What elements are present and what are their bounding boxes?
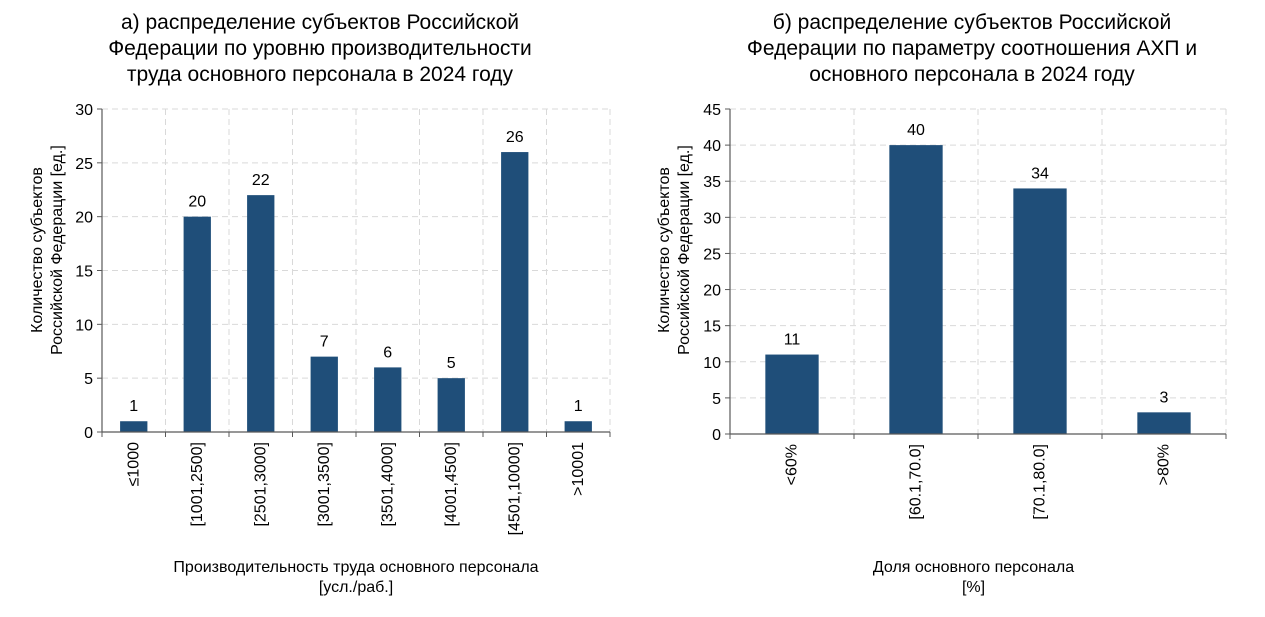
chart-b-bar bbox=[889, 145, 943, 434]
chart-b-y-tick-label: 30 bbox=[703, 210, 721, 227]
chart-b-y-tick-label: 40 bbox=[703, 138, 721, 155]
chart-b-data-label: 11 bbox=[784, 332, 801, 349]
chart-a-x-tick-label: [4501,10000] bbox=[506, 442, 523, 535]
chart-b-title-line: б) распределение субъектов Российской bbox=[772, 11, 1172, 34]
chart-b-title-line: основного персонала в 2024 году bbox=[809, 63, 1135, 86]
chart-b-y-tick-label: 20 bbox=[703, 283, 721, 300]
chart-a-y-tick-label: 0 bbox=[84, 425, 93, 442]
chart-a-bar bbox=[247, 195, 275, 432]
chart-a-data-label: 5 bbox=[447, 355, 456, 372]
chart-b-title: б) распределение субъектов Российской Фе… bbox=[652, 10, 1265, 88]
chart-b-xlabel-line: Доля основного персонала bbox=[872, 559, 1075, 576]
chart-a: а) распределение субъектов Российской Фе… bbox=[0, 0, 632, 617]
chart-a-title-line: а) распределение субъектов Российской bbox=[120, 11, 520, 34]
chart-b-y-tick-label: 0 bbox=[712, 427, 721, 444]
chart-b-y-tick-label: 25 bbox=[703, 246, 721, 263]
chart-a-title-line: труда основного персонала в 2024 году bbox=[126, 63, 514, 86]
chart-b-xlabel-line: [%] bbox=[961, 579, 986, 596]
chart-a-bar bbox=[564, 421, 592, 432]
chart-b-data-label: 3 bbox=[1160, 389, 1169, 406]
chart-a-bar bbox=[437, 378, 465, 432]
chart-b-data-label: 40 bbox=[907, 122, 925, 139]
chart-b-x-tick-label: <60% bbox=[784, 444, 801, 485]
chart-b-y-tick-label: 15 bbox=[703, 319, 721, 336]
chart-a-data-label: 26 bbox=[506, 129, 524, 146]
chart-a-xlabel-line: [усл./раб.] bbox=[318, 579, 394, 596]
chart-a-data-label: 20 bbox=[188, 194, 206, 211]
chart-a-x-tick-label: [2501,3000] bbox=[252, 442, 269, 527]
chart-a-bar bbox=[310, 356, 338, 432]
chart-a-x-tick-label: [1001,2500] bbox=[189, 442, 206, 527]
chart-a-data-label: 22 bbox=[252, 172, 270, 189]
chart-a-x-tick-label: >10001 bbox=[570, 442, 587, 496]
chart-b-title-line: Федерации по параметру соотношения АХП и bbox=[746, 37, 1198, 60]
chart-a-bar bbox=[183, 216, 211, 432]
chart-a-y-tick-label: 15 bbox=[75, 264, 93, 281]
chart-a-y-tick-label: 30 bbox=[75, 102, 93, 119]
chart-b-x-tick-label: >80% bbox=[1156, 444, 1173, 485]
chart-a-title-line: Федерации по уровню производительности bbox=[108, 37, 532, 60]
chart-a-y-tick-label: 25 bbox=[75, 156, 93, 173]
chart-b: б) распределение субъектов Российской Фе… bbox=[632, 0, 1265, 617]
chart-a-data-label: 7 bbox=[320, 334, 329, 351]
chart-b-x-tick-label: [70.1,80.0] bbox=[1032, 444, 1049, 520]
chart-a-data-label: 6 bbox=[383, 344, 392, 361]
chart-b-y-tick-label: 45 bbox=[703, 102, 721, 119]
chart-b-bar bbox=[1013, 188, 1067, 434]
chart-a-y-tick-label: 10 bbox=[75, 317, 93, 334]
chart-a-data-label: 1 bbox=[574, 398, 583, 415]
chart-b-x-axis-label: Доля основного персонала [%] bbox=[732, 558, 1215, 598]
chart-a-bar bbox=[501, 152, 529, 433]
chart-b-y-tick-label: 5 bbox=[712, 391, 721, 408]
chart-a-x-axis-label: Производительность труда основного персо… bbox=[100, 558, 612, 598]
chart-a-y-tick-label: 20 bbox=[75, 210, 93, 227]
chart-b-y-tick-label: 35 bbox=[703, 174, 721, 191]
chart-a-title: а) распределение субъектов Российской Фе… bbox=[40, 10, 600, 88]
chart-a-xlabel-line: Производительность труда основного персо… bbox=[173, 559, 539, 576]
chart-b-x-tick-label: [60.1,70.0] bbox=[908, 444, 925, 520]
chart-b-data-label: 34 bbox=[1031, 165, 1049, 182]
chart-a-x-tick-label: ≤1000 bbox=[125, 442, 142, 486]
chart-b-bar bbox=[765, 354, 819, 434]
chart-b-y-tick-label: 10 bbox=[703, 355, 721, 372]
chart-a-bar bbox=[120, 421, 148, 432]
chart-a-x-tick-label: [3501,4000] bbox=[379, 442, 396, 527]
chart-a-x-tick-label: [3001,3500] bbox=[316, 442, 333, 527]
chart-a-data-label: 1 bbox=[129, 398, 138, 415]
chart-a-x-tick-label: [4001,4500] bbox=[443, 442, 460, 527]
chart-a-bar bbox=[374, 367, 402, 432]
chart-a-y-tick-label: 5 bbox=[84, 371, 93, 388]
chart-b-bar bbox=[1137, 412, 1191, 434]
